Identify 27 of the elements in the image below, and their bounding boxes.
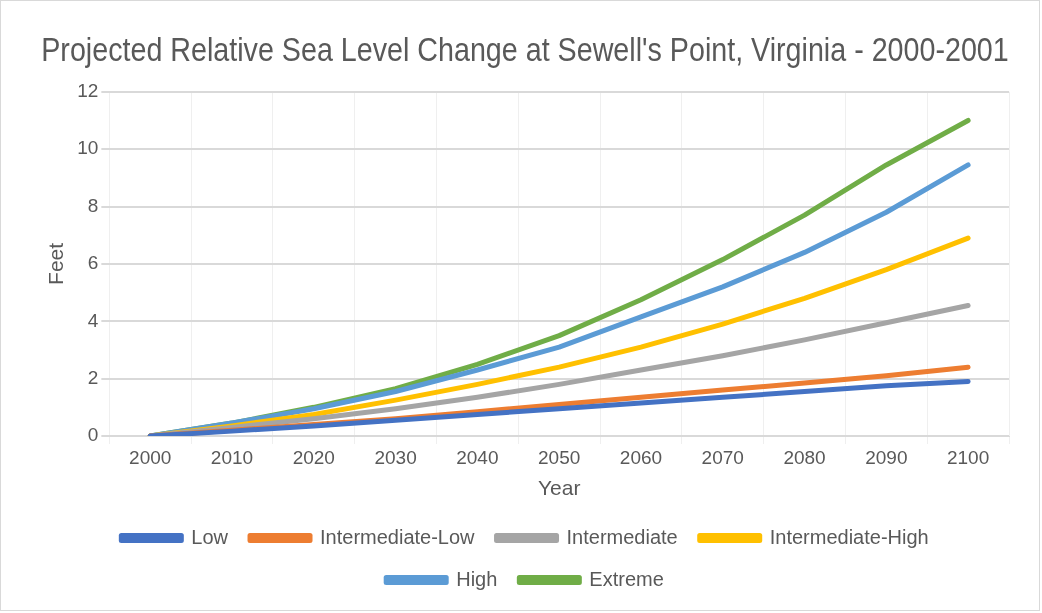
x-tick-label: 2020 bbox=[292, 446, 335, 468]
legend-label: Intermediate-High bbox=[769, 525, 929, 548]
x-tick-label: 2100 bbox=[946, 446, 990, 468]
y-tick-label: 12 bbox=[77, 80, 99, 102]
y-tick-label: 6 bbox=[87, 252, 99, 274]
x-tick-label: 2070 bbox=[701, 446, 744, 468]
x-axis-title: Year bbox=[537, 476, 581, 500]
chart-title: Projected Relative Sea Level Change at Sewell's Point, Virginia - 2000-2001 bbox=[41, 30, 1009, 69]
y-tick-label: 10 bbox=[77, 137, 99, 159]
legend-label: Low bbox=[191, 525, 229, 548]
y-tick-label: 4 bbox=[87, 309, 99, 331]
legend-label: Intermediate bbox=[566, 525, 678, 548]
x-tick-label: 2090 bbox=[865, 446, 908, 468]
x-tick-label: 2050 bbox=[538, 446, 581, 468]
x-tick-label: 2030 bbox=[374, 446, 417, 468]
x-tick-label: 2060 bbox=[619, 446, 663, 468]
x-tick-label: 2080 bbox=[783, 446, 826, 468]
y-tick-label: 8 bbox=[87, 194, 99, 216]
legend-label: Extreme bbox=[589, 567, 664, 590]
y-tick-label: 2 bbox=[87, 366, 99, 388]
y-tick-label: 0 bbox=[87, 424, 99, 446]
x-tick-label: 2010 bbox=[210, 446, 254, 468]
x-tick-label: 2000 bbox=[129, 446, 172, 468]
y-axis-title: Feet bbox=[44, 242, 68, 285]
legend-label: Intermediate-Low bbox=[320, 525, 476, 548]
legend-label: High bbox=[456, 567, 498, 590]
x-tick-label: 2040 bbox=[456, 446, 499, 468]
